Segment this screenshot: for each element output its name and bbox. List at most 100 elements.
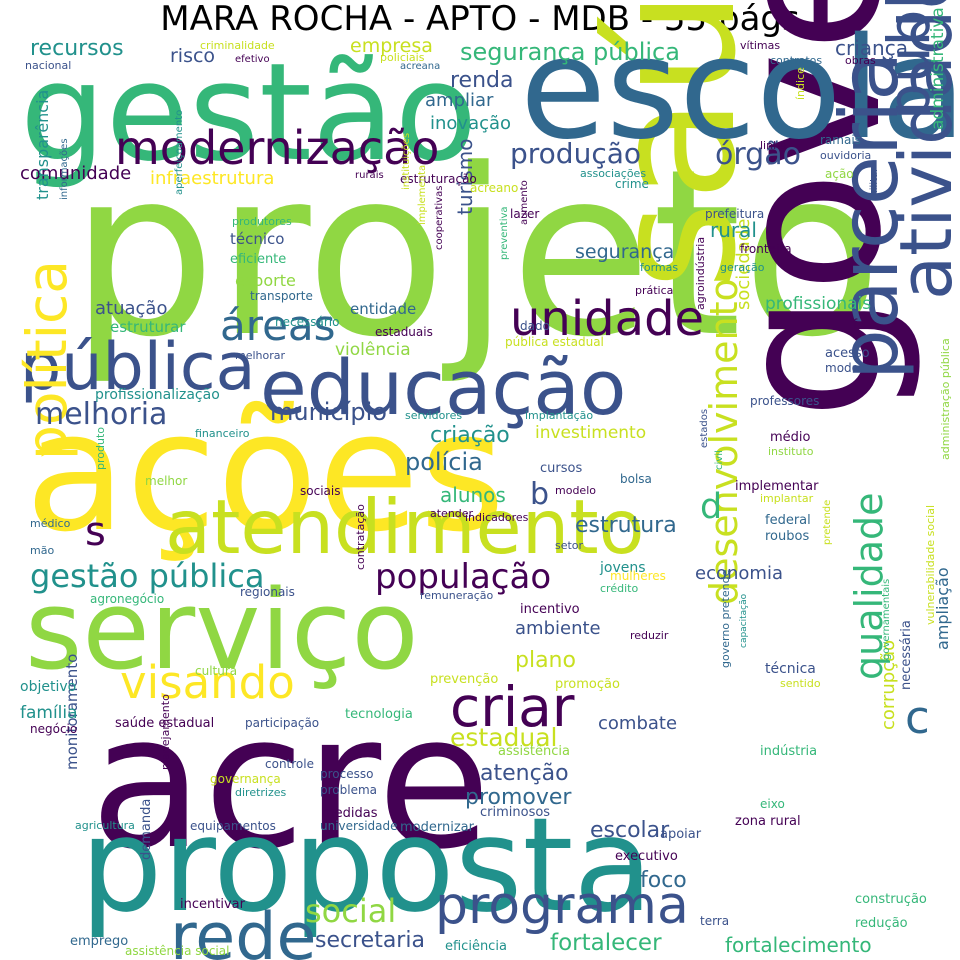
word-reducao: redução xyxy=(855,916,908,931)
word-implementa: implementa xyxy=(417,164,428,225)
word-unidade: unidade xyxy=(510,291,705,347)
word-desenvolvimento: desenvolvimento xyxy=(702,278,746,605)
word-estados: estados xyxy=(699,408,710,448)
word-rurais: rurais xyxy=(355,170,384,181)
word-renda: renda xyxy=(450,68,514,93)
word-instituto: instituto xyxy=(768,445,814,458)
word-construcao: construção xyxy=(855,892,927,907)
word-civil: civil xyxy=(714,450,725,470)
word-diretrizes: diretrizes xyxy=(235,786,287,799)
word-credito: crédito xyxy=(600,582,639,595)
word-fortalecer: fortalecer xyxy=(550,930,662,956)
word-rede: rede xyxy=(170,900,317,960)
word-controle: controle xyxy=(265,757,314,771)
word-financeiro: financeiro xyxy=(195,427,250,440)
word-producao: produção xyxy=(510,137,642,170)
word-assistencia: assistência xyxy=(498,744,570,759)
word-incentivar: incentivar xyxy=(180,897,245,912)
word-acre: acre xyxy=(90,674,491,890)
word-professores: professores xyxy=(750,394,820,408)
word-estruturacao: estruturação xyxy=(400,172,477,186)
word-policiais: policiais xyxy=(380,51,425,64)
word-geracao: geração xyxy=(720,261,765,274)
word-projeto: projeto xyxy=(70,121,883,388)
word-entidade: entidade xyxy=(350,300,417,318)
word-implantacao: implantação xyxy=(525,409,594,422)
word-implementar: implementar xyxy=(735,479,819,494)
word-visando: visando xyxy=(120,656,295,709)
word-servico: serviço xyxy=(25,566,419,694)
word-orgao: órgão xyxy=(715,137,801,172)
word-estrutura: estrutura xyxy=(575,513,677,538)
word-estadual: estadual xyxy=(450,723,558,752)
word-agroindustria: agroindústria xyxy=(694,236,707,310)
word-proposta: proposta xyxy=(80,789,654,941)
word-produtores: produtores xyxy=(232,215,292,228)
word-prefeitura: prefeitura xyxy=(705,207,765,221)
word-remuneracao: remuneração xyxy=(420,589,494,602)
word-populacao: população xyxy=(375,557,552,597)
word-ouvidoria: ouvidoria xyxy=(820,149,872,162)
word-acesso: acesso xyxy=(825,346,870,361)
word-foco: foco xyxy=(640,868,687,893)
word-aumento: aumento xyxy=(519,180,530,225)
word-ampliar: ampliar xyxy=(425,90,494,111)
word-administracao-publica: administração pública xyxy=(939,338,952,460)
word-melhorar: melhorar xyxy=(235,349,286,362)
word-transparencia: transparência xyxy=(33,89,52,200)
word-preventiva: preventiva xyxy=(499,206,510,260)
word-servidores: servidores xyxy=(405,409,463,422)
word-estaduais: estaduais xyxy=(375,325,433,339)
word-escolar: escolar xyxy=(590,818,670,843)
word-plano: plano xyxy=(515,648,576,673)
word-efetivo: efetivo xyxy=(235,54,270,65)
word-contratacao: contratação xyxy=(354,504,367,570)
word-atender: atender xyxy=(430,507,474,520)
word-atuacao: atuação xyxy=(95,298,168,319)
word-universidade: universidade xyxy=(320,819,398,833)
word-informacoes: informações xyxy=(59,138,70,200)
word-modelo: modelo xyxy=(555,484,596,497)
word-estruturar: estruturar xyxy=(110,318,186,336)
word-criminosos: criminosos xyxy=(480,805,551,820)
word-participacao: participação xyxy=(245,716,320,730)
word-gestao-publica: gestão pública xyxy=(30,557,265,595)
word-acreana: acreana xyxy=(400,61,441,72)
word-incentivo: incentivo xyxy=(520,602,580,617)
word-planejamento: planejamento xyxy=(159,694,172,770)
word-tecnica: técnica xyxy=(765,661,816,677)
word-medico: médico xyxy=(30,517,71,530)
word-f: f xyxy=(853,317,858,331)
word-municipio: município xyxy=(270,398,387,426)
word-modernizar: modernizar xyxy=(400,820,474,835)
word-medidas: medidas xyxy=(322,806,378,821)
word-ampliacao: ampliação xyxy=(933,567,952,650)
word-executivo: executivo xyxy=(615,849,678,864)
word-cooperativas: cooperativas xyxy=(434,185,445,250)
word-cursos: cursos xyxy=(540,461,583,476)
word-fortalecimento: fortalecimento xyxy=(725,933,872,957)
word-mao: mão xyxy=(30,544,55,557)
word-agricultura: agricultura xyxy=(75,819,135,832)
word-indice: índice xyxy=(794,67,807,100)
word-fronteira: fronteira xyxy=(740,242,792,256)
word-linha: linha xyxy=(760,139,787,152)
word-bolsa: bolsa xyxy=(620,472,652,486)
word-dado: dado xyxy=(520,319,550,333)
word-promover: promover xyxy=(465,785,572,810)
page-title: MARA ROCHA - APTO - MDB - 55 págs xyxy=(160,0,800,39)
word-capacitacao: capacitação xyxy=(739,593,749,648)
word-areas: áreas xyxy=(220,301,336,350)
word-setor: setor xyxy=(555,539,584,552)
word-publica-estadual: pública estadual xyxy=(505,335,604,349)
word-b: b xyxy=(530,477,550,512)
word-governamentais: governamentais xyxy=(881,578,892,660)
word-contratos: contratos xyxy=(770,54,823,67)
word-s: s xyxy=(85,509,106,555)
word-risco: risco xyxy=(170,45,216,67)
word-indicadores: indicadores xyxy=(465,511,529,524)
word-vulnerabilidade-social: vulnerabilidade social xyxy=(924,504,937,625)
word-assistencia-social: assistência social xyxy=(125,944,230,958)
word-regionais: regionais xyxy=(240,585,295,599)
